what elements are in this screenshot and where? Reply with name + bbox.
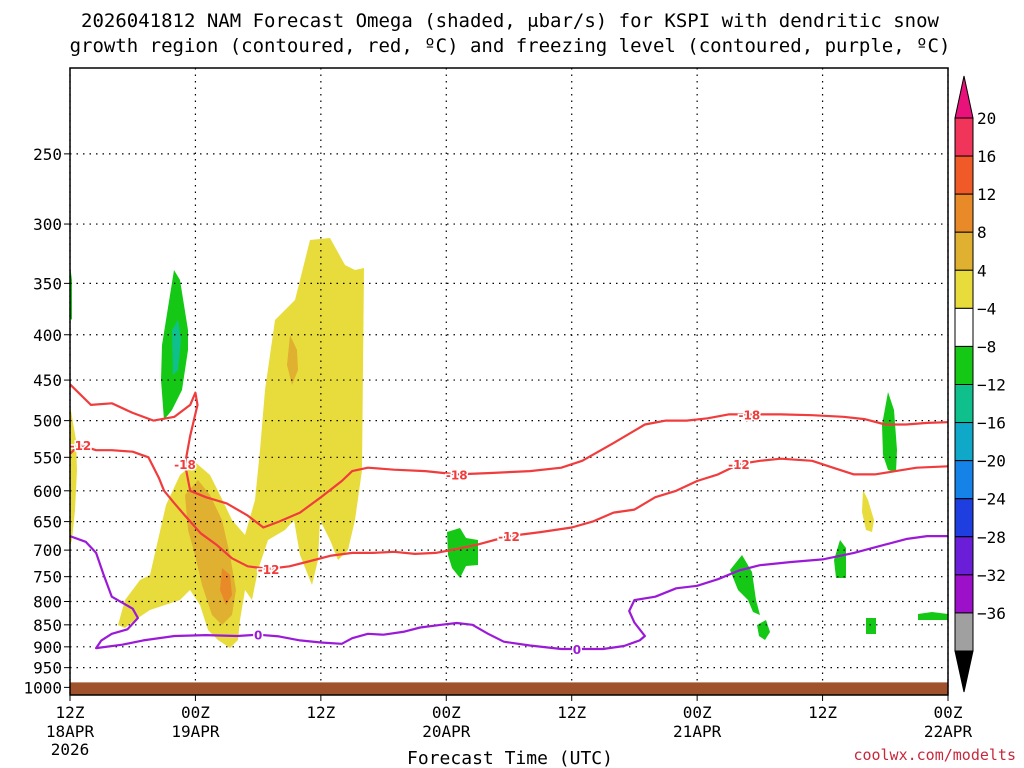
- x-tick-sublabel: 21APR: [673, 722, 722, 741]
- contour-line-0: [69, 535, 948, 651]
- chart-title-line2: growth region (contoured, red, ºC) and f…: [70, 35, 951, 57]
- omega-shade-green: [447, 528, 478, 578]
- colorbar-swatch: [954, 612, 974, 652]
- contour-label: -12: [498, 530, 520, 544]
- x-tick-label: 12Z: [557, 703, 586, 722]
- omega-shade-yellow: [70, 405, 77, 545]
- colorbar-label: −20: [977, 452, 1006, 471]
- y-tick-label: 950: [33, 659, 62, 678]
- omega-shade-green: [866, 618, 876, 634]
- x-tick-label: 00Z: [934, 703, 963, 722]
- contour-label: -12: [258, 563, 280, 577]
- colorbar-label: −32: [977, 566, 1006, 585]
- omega-shade-teal: [172, 320, 181, 375]
- x-tick-sublabel: 18APR: [46, 722, 95, 741]
- colorbar-label: 16: [977, 147, 996, 166]
- y-tick-label: 700: [33, 541, 62, 560]
- colorbar-label: −24: [977, 490, 1006, 509]
- ground-layer: [70, 682, 948, 695]
- colorbar-label: 20: [977, 109, 996, 128]
- contour-label: -18: [446, 468, 468, 482]
- y-tick-label: 250: [33, 145, 62, 164]
- contour-label: -18: [174, 458, 196, 472]
- colorbar-label: 4: [977, 261, 987, 280]
- colorbar-label: 12: [977, 185, 996, 204]
- omega-shade-yellow: [862, 490, 874, 532]
- x-tick-label: 00Z: [181, 703, 210, 722]
- colorbar-label: 8: [977, 223, 987, 242]
- colorbar-swatch: [954, 574, 974, 614]
- colorbar-label: −28: [977, 528, 1006, 547]
- colorbar-label: −4: [977, 299, 996, 318]
- omega-shading: [70, 238, 948, 648]
- y-tick-label: 1000: [23, 678, 62, 697]
- contour-line-minus18: [69, 383, 949, 529]
- colorbar-swatch: [954, 269, 974, 309]
- y-tick-label: 800: [33, 593, 62, 612]
- y-tick-label: 400: [33, 326, 62, 345]
- y-tick-label: 350: [33, 274, 62, 293]
- omega-shade-green: [834, 540, 846, 578]
- chart-title-line1: 2026041812 NAM Forecast Omega (shaded, μ…: [81, 10, 939, 32]
- x-tick-label: 12Z: [808, 703, 837, 722]
- contour-line-minus12: [69, 444, 949, 570]
- y-tick-label: 450: [33, 371, 62, 390]
- omega-shade-gold: [287, 335, 298, 385]
- y-tick-label: 650: [33, 513, 62, 532]
- y-axis-ticks: 250 300 350 400 450 500 550 600 650 700 750 800 850 9…: [23, 145, 70, 697]
- colorbar-label: −16: [977, 414, 1006, 433]
- x-tick-sublabel: 22APR: [924, 722, 973, 741]
- colorbar-swatch: [954, 345, 974, 385]
- colorbar-bottom-arrow: [954, 650, 974, 693]
- y-tick-label: 750: [33, 568, 62, 587]
- omega-shade-yellow: [118, 238, 364, 648]
- colorbar-swatch: [954, 460, 974, 500]
- contour-label: -12: [728, 458, 750, 472]
- colorbar-top-arrow: [954, 75, 974, 119]
- contour-label: 0: [254, 629, 262, 643]
- x-tick-label: 00Z: [683, 703, 712, 722]
- colorbar-swatch: [954, 155, 974, 195]
- colorbar-label: −12: [977, 376, 1006, 395]
- omega-shade-green: [757, 620, 770, 640]
- x-tick-sublabel: 20APR: [422, 722, 471, 741]
- x-axis-label: Forecast Time (UTC): [407, 748, 613, 768]
- plot-frame: [69, 67, 949, 696]
- colorbar-label: −8: [977, 337, 996, 356]
- omega-shade-green: [918, 612, 948, 620]
- contour-label: 0: [573, 643, 581, 657]
- x-tick-label: 12Z: [56, 703, 85, 722]
- omega-shade-green: [730, 555, 760, 615]
- y-tick-label: 300: [33, 215, 62, 234]
- x-tick-year: 2026: [51, 740, 90, 759]
- omega-colorbar: 20 16 12 8 4 −4 −8 −12 −16 −20 −24 −28 −32 −36: [954, 75, 1006, 693]
- colorbar-swatch: [954, 117, 974, 157]
- x-tick-sublabel: 19APR: [171, 722, 220, 741]
- x-tick-label: 12Z: [306, 703, 335, 722]
- omega-shade-orange: [220, 568, 232, 605]
- x-tick-label: 00Z: [432, 703, 461, 722]
- colorbar-swatch: [954, 384, 974, 424]
- colorbar-swatch: [954, 231, 974, 271]
- contour-label: -18: [739, 408, 761, 422]
- y-tick-label: 500: [33, 412, 62, 431]
- colorbar-swatch: [954, 422, 974, 462]
- colorbar-label: −36: [977, 604, 1006, 623]
- ground-band: [70, 682, 948, 695]
- omega-shade-green: [882, 392, 897, 472]
- y-tick-label: 850: [33, 616, 62, 635]
- temperature-contours: -18 -18 -18 -12 -12 -12 -12 0 0: [68, 383, 949, 658]
- colorbar-swatch: [954, 193, 974, 233]
- contour-label: -12: [70, 439, 92, 453]
- credit-text[interactable]: coolwx.com/modelts: [853, 746, 1016, 764]
- colorbar-swatch: [954, 536, 974, 576]
- colorbar-swatch: [954, 307, 974, 347]
- y-tick-label: 600: [33, 482, 62, 501]
- y-tick-label: 550: [33, 448, 62, 467]
- y-tick-label: 900: [33, 638, 62, 657]
- colorbar-swatch: [954, 498, 974, 538]
